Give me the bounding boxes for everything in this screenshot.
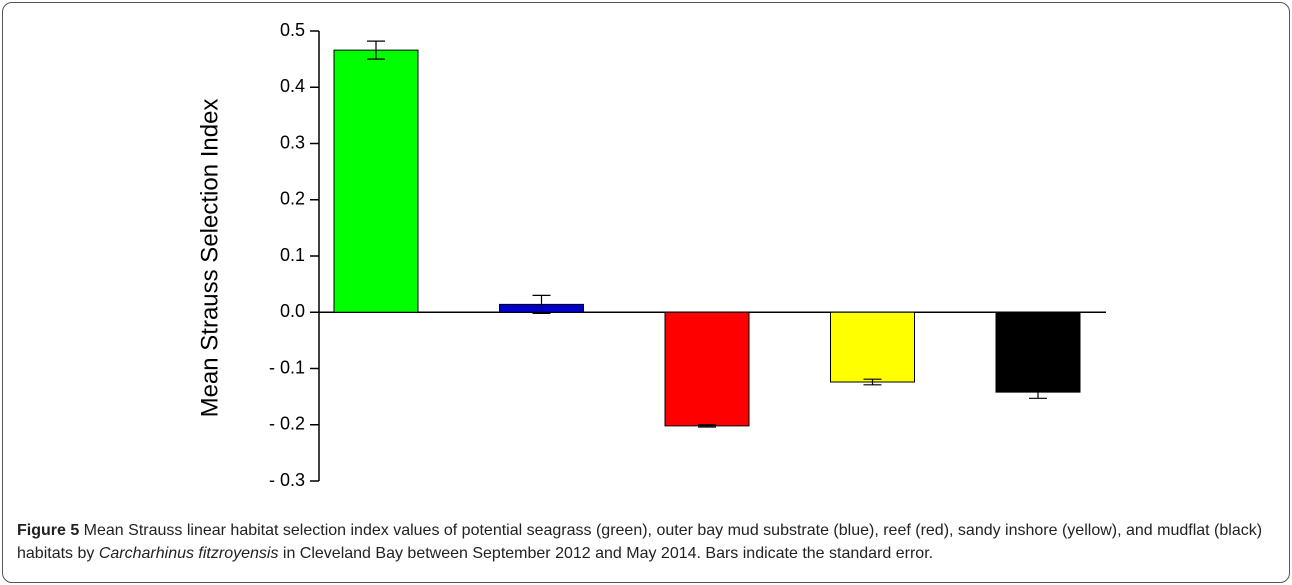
caption-text: Mean Strauss linear habitat selection in…	[17, 522, 1263, 562]
y-tick-label: - 0.2	[269, 414, 305, 434]
error-bar	[367, 40, 385, 60]
error-bar	[1029, 385, 1047, 399]
bar	[995, 311, 1081, 393]
caption-label: Figure 5	[17, 522, 80, 539]
bar	[830, 311, 915, 383]
y-tick-label: 0.1	[280, 245, 305, 265]
bar	[333, 49, 419, 313]
y-tick-label: 0.0	[280, 301, 305, 321]
y-tick-label: - 0.3	[269, 470, 305, 490]
caption-species: Carcharhinus fitzroyensis	[98, 545, 279, 562]
y-tick-label: - 0.1	[269, 357, 305, 377]
error-bar	[532, 294, 551, 314]
y-axis-label: Mean Strauss Selection Index	[196, 99, 223, 418]
y-tick-label: 0.3	[280, 132, 305, 152]
y-tick-label: 0.5	[280, 20, 305, 40]
error-bar	[698, 424, 716, 428]
caption-text: in Cleveland Bay between September 2012 …	[278, 545, 934, 562]
y-tick-label: 0.4	[280, 76, 305, 96]
caption: Figure 5 Mean Strauss linear habitat sel…	[17, 519, 1279, 565]
bar	[664, 311, 750, 427]
chart: Mean Strauss Selection Index 0.5 0.4 0.3 0.…	[196, 20, 1106, 490]
error-bar	[863, 378, 882, 386]
y-tick-label: 0.2	[280, 189, 305, 209]
